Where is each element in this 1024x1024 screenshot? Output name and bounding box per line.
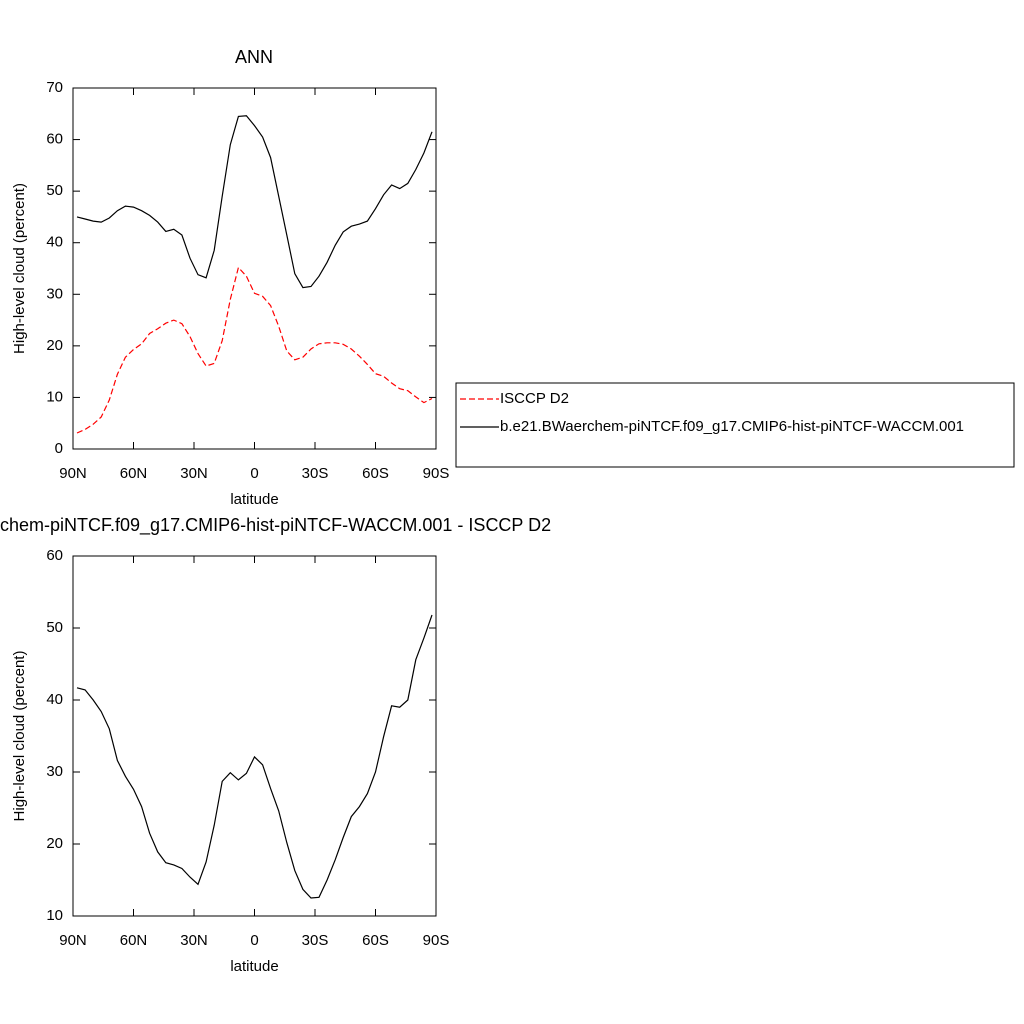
- y-tick-label: 0: [55, 440, 63, 457]
- x-tick-label: 30S: [302, 465, 329, 482]
- x-axis-label: latitude: [230, 958, 278, 975]
- plot-frame: [72, 87, 437, 450]
- legend-label: ISCCP D2: [500, 390, 569, 407]
- y-tick-label: 60: [46, 131, 63, 148]
- y-tick-label: 30: [46, 763, 63, 780]
- x-tick-label: 30N: [180, 465, 208, 482]
- x-tick-label: 90S: [423, 932, 450, 949]
- y-tick-label: 10: [46, 388, 63, 405]
- y-tick-label: 20: [46, 337, 63, 354]
- x-axis-label: latitude: [230, 491, 278, 508]
- y-tick-label: 40: [46, 234, 63, 251]
- x-tick-label: 90S: [423, 465, 450, 482]
- legend-label: b.e21.BWaerchem-piNTCF.f09_g17.CMIP6-his…: [500, 418, 964, 435]
- x-tick-label: 0: [250, 465, 258, 482]
- data-line: [76, 115, 433, 289]
- chart-title: ANN: [235, 47, 273, 67]
- x-tick-label: 90N: [59, 932, 87, 949]
- x-tick-label: 30N: [180, 932, 208, 949]
- x-tick-label: 0: [250, 932, 258, 949]
- y-tick-label: 40: [46, 691, 63, 708]
- y-axis-label: High-level cloud (percent): [11, 183, 28, 354]
- y-tick-label: 60: [46, 547, 63, 564]
- legend-box: [455, 382, 1015, 468]
- y-tick-label: 20: [46, 835, 63, 852]
- x-tick-label: 60N: [120, 932, 148, 949]
- x-tick-label: 90N: [59, 465, 87, 482]
- y-tick-label: 10: [46, 907, 63, 924]
- x-tick-label: 60N: [120, 465, 148, 482]
- y-axis-label: High-level cloud (percent): [11, 651, 28, 822]
- y-tick-label: 50: [46, 619, 63, 636]
- chart-title: chem-piNTCF.f09_g17.CMIP6-hist-piNTCF-WA…: [0, 515, 551, 536]
- x-tick-label: 30S: [302, 932, 329, 949]
- y-tick-label: 30: [46, 285, 63, 302]
- x-tick-label: 60S: [362, 465, 389, 482]
- plot-frame: [72, 555, 437, 917]
- data-line: [76, 614, 433, 899]
- y-tick-label: 50: [46, 182, 63, 199]
- data-line: [76, 266, 433, 434]
- x-tick-label: 60S: [362, 932, 389, 949]
- y-tick-label: 70: [46, 79, 63, 96]
